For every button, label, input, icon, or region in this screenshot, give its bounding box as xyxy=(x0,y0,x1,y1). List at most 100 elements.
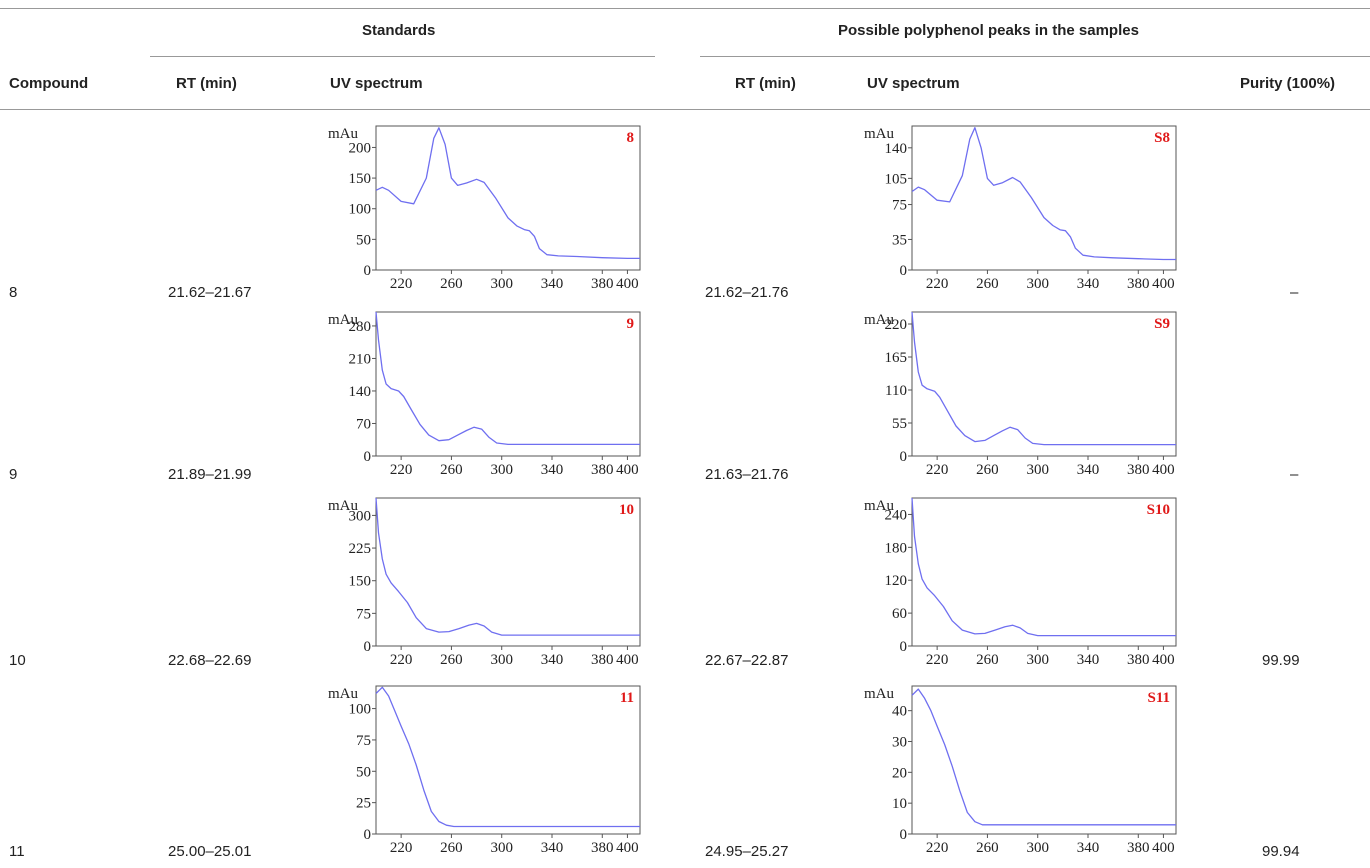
x-tick-label: 340 xyxy=(1077,462,1100,478)
spectrum-tag: 8 xyxy=(627,130,635,146)
uv-spectrum-std-8: mAu 0 50 100 150 200 220 260 300 340 380 400 8 xyxy=(328,125,641,292)
x-tick-label: 220 xyxy=(390,462,413,478)
col-header-purity: Purity (100%) xyxy=(1240,75,1336,92)
x-tick-label: 220 xyxy=(390,276,413,292)
x-tick-label: 400 xyxy=(1152,462,1175,478)
y-tick-label: 75 xyxy=(892,198,907,214)
y-tick-label: 0 xyxy=(364,827,372,843)
y-tick-label: 200 xyxy=(349,140,372,156)
uv-spectrum-smp-11: mAu 0 10 20 30 40 220 260 300 340 380 400 S11 xyxy=(864,685,1177,856)
col-header-std-rt: RT (min) xyxy=(176,75,237,92)
y-tick-label: 220 xyxy=(885,317,908,333)
y-tick-label: 300 xyxy=(349,508,372,524)
purity-cell: – xyxy=(1290,466,1299,483)
y-tick-label: 0 xyxy=(364,639,372,655)
y-tick-label: 60 xyxy=(892,606,907,622)
spectrum-tag: S10 xyxy=(1147,502,1170,518)
x-tick-label: 220 xyxy=(926,652,949,668)
y-tick-label: 165 xyxy=(885,350,908,366)
spectrum-tag: S9 xyxy=(1154,316,1170,332)
y-tick-label: 40 xyxy=(892,704,907,720)
y-tick-label: 150 xyxy=(349,574,372,590)
x-tick-label: 260 xyxy=(440,652,463,668)
spectrum-tag: S8 xyxy=(1154,130,1170,146)
y-tick-label: 100 xyxy=(349,702,372,718)
y-axis-label: mAu xyxy=(328,686,359,702)
y-tick-label: 25 xyxy=(356,796,371,812)
x-tick-label: 220 xyxy=(390,652,413,668)
x-tick-label: 300 xyxy=(1026,462,1049,478)
y-axis-label: mAu xyxy=(328,498,359,514)
y-tick-label: 210 xyxy=(349,351,372,367)
group-header-samples: Possible polyphenol peaks in the samples xyxy=(838,22,1139,39)
purity-cell: 99.99 xyxy=(1262,652,1300,669)
x-tick-label: 380 xyxy=(1127,840,1150,856)
x-tick-label: 380 xyxy=(591,840,614,856)
spectrum-line xyxy=(375,311,640,446)
group-header-standards: Standards xyxy=(362,22,436,39)
sample-rt-cell: 21.63–21.76 xyxy=(705,466,789,483)
group-rule-samples xyxy=(700,56,1370,57)
x-tick-label: 400 xyxy=(616,462,639,478)
x-tick-label: 300 xyxy=(490,840,513,856)
y-axis-label: mAu xyxy=(864,312,895,328)
y-tick-label: 35 xyxy=(892,232,907,248)
std-rt-cell: 21.89–21.99 xyxy=(168,466,252,483)
y-tick-label: 50 xyxy=(356,764,371,780)
y-tick-label: 140 xyxy=(349,384,372,400)
x-tick-label: 260 xyxy=(976,840,999,856)
y-tick-label: 240 xyxy=(885,507,908,523)
x-tick-label: 220 xyxy=(926,840,949,856)
x-tick-label: 400 xyxy=(616,276,639,292)
y-tick-label: 75 xyxy=(356,733,371,749)
y-tick-label: 110 xyxy=(885,383,907,399)
purity-cell: 99.94 xyxy=(1262,843,1300,860)
x-tick-label: 300 xyxy=(1026,276,1049,292)
y-tick-label: 20 xyxy=(892,765,907,781)
uv-spectrum-std-10: mAu 0 75 150 225 300 220 260 300 340 380 400 10 xyxy=(328,497,641,668)
std-rt-cell: 21.62–21.67 xyxy=(168,284,252,301)
x-tick-label: 380 xyxy=(1127,652,1150,668)
x-tick-label: 260 xyxy=(976,462,999,478)
compound-cell: 11 xyxy=(9,843,25,860)
x-tick-label: 340 xyxy=(541,652,564,668)
x-tick-label: 400 xyxy=(616,652,639,668)
plot-frame xyxy=(375,685,641,835)
plot-frame xyxy=(911,311,1177,457)
compound-cell: 10 xyxy=(9,652,26,669)
purity-cell: – xyxy=(1290,284,1299,301)
x-tick-label: 380 xyxy=(591,462,614,478)
x-tick-label: 400 xyxy=(1152,840,1175,856)
y-axis-label: mAu xyxy=(328,126,359,142)
x-tick-label: 260 xyxy=(440,276,463,292)
y-axis-label: mAu xyxy=(328,312,359,328)
x-tick-label: 300 xyxy=(490,462,513,478)
group-rule-standards xyxy=(150,56,655,57)
sample-rt-cell: 24.95–25.27 xyxy=(705,843,789,860)
x-tick-label: 220 xyxy=(390,840,413,856)
x-tick-label: 340 xyxy=(1077,840,1100,856)
spectrum-line xyxy=(911,311,1176,446)
y-tick-label: 0 xyxy=(364,449,372,465)
x-tick-label: 380 xyxy=(591,652,614,668)
y-tick-label: 140 xyxy=(885,141,908,157)
plot-frame xyxy=(375,497,641,647)
top-rule xyxy=(0,8,1370,9)
y-tick-label: 30 xyxy=(892,735,907,751)
plot-frame xyxy=(911,125,1177,271)
uv-spectrum-smp-8: mAu 0 35 75 105 140 220 260 300 340 380 400 S8 xyxy=(864,125,1177,292)
spectrum-line xyxy=(911,688,1176,826)
spectrum-line xyxy=(375,127,640,260)
x-tick-label: 400 xyxy=(1152,652,1175,668)
x-tick-label: 400 xyxy=(1152,276,1175,292)
plot-frame xyxy=(911,685,1177,835)
y-tick-label: 75 xyxy=(356,606,371,622)
std-rt-cell: 25.00–25.01 xyxy=(168,843,252,860)
x-tick-label: 340 xyxy=(541,840,564,856)
y-tick-label: 50 xyxy=(356,232,371,248)
y-tick-label: 120 xyxy=(885,573,908,589)
y-tick-label: 0 xyxy=(364,263,372,279)
header-bottom-rule xyxy=(0,109,1370,110)
y-axis-label: mAu xyxy=(864,686,895,702)
x-tick-label: 340 xyxy=(541,276,564,292)
